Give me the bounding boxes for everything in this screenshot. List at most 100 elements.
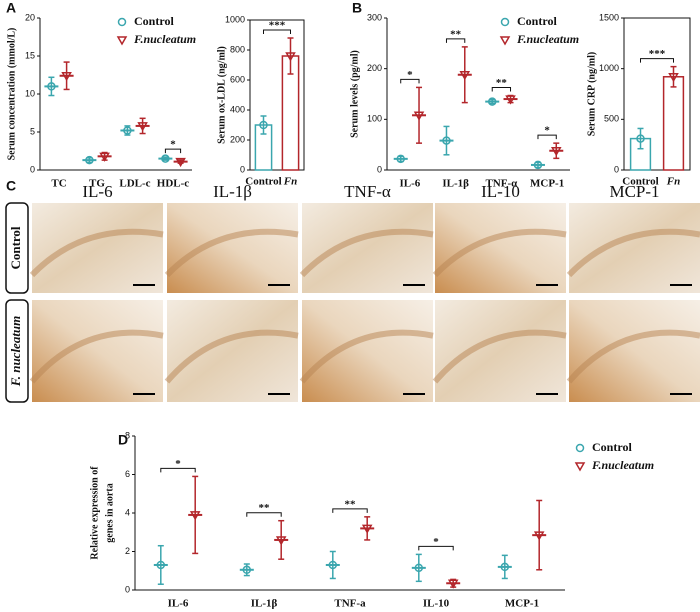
data-point-marker [242,565,252,575]
tissue-layer [164,329,299,384]
panel-letter: D [118,432,128,448]
tissue-layer [432,228,567,278]
y-tick-label: 0 [30,164,35,174]
y-tick-label: 2 [125,546,130,556]
legend-label: F.nucleatum [591,458,654,472]
data-point-marker [550,146,562,157]
significance-bracket [263,29,291,34]
y-tick-label: 600 [230,74,245,84]
data-point-marker [500,17,510,27]
tissue-layer [29,329,164,384]
data-point-marker [396,154,405,164]
legend-label: F.nucleatum [133,32,196,46]
significance-label: * [175,458,181,470]
x-tick-label: IL-10 [423,598,450,610]
x-tick-label: TNF-a [334,598,366,610]
y-tick-label: 100 [367,114,382,124]
data-point-marker [137,122,148,132]
x-tick-label: TNF-α [485,178,518,190]
significance-bracket [418,545,454,551]
significance-label: * [433,536,439,548]
y-axis-label: Serum CRP (ng/ml) [586,52,597,136]
y-tick-label: 15 [25,50,35,60]
chart: 0 200 400 600 800 1000 Serum ox-LDL (ng/ml) Con… [216,14,305,188]
row-label: Control [8,226,23,269]
significance-label: *** [269,20,286,32]
column-label: TNF-α [344,182,391,201]
y-axis-label: Serum concentration (mmol/L) [6,28,17,161]
y-tick-label: 4 [125,507,130,517]
data-point-marker [328,560,338,570]
x-tick-label: Fn [666,176,680,188]
y-tick-label: 1000 [225,14,245,24]
row-box [5,202,29,294]
data-point-marker [99,152,110,162]
x-tick-label: IL-1β [251,598,278,610]
significance-bracket [160,467,196,473]
data-point-marker [189,511,201,521]
data-point-marker [533,531,545,541]
y-tick-label: 0 [377,164,382,174]
data-point-marker [61,72,72,82]
y-tick-label: 200 [230,134,245,144]
panel-letter: A [6,0,16,16]
histology-image [32,203,163,293]
chart: 0 5 10 15 20 Serum concentration (mmol/L) TC TG… [6,12,196,189]
data-point-marker [574,462,586,472]
data-point-marker [499,36,511,46]
y-tick-label: 500 [604,114,619,124]
x-tick-label: IL-1β [442,178,469,190]
chart: 0 2 4 6 8 Relative expression of genes in aort… [89,430,654,609]
y-tick-label: 1500 [599,12,619,22]
x-tick-label: HDL-c [157,178,190,190]
significance-bracket [640,58,674,63]
tissue-layer [29,228,164,278]
data-point-marker [117,17,127,27]
data-point-marker [500,562,510,572]
histology-image [167,203,298,293]
row-box [5,299,29,403]
significance-label: *** [649,48,666,60]
data-point-marker [575,443,585,453]
data-point-marker [156,560,166,570]
data-point-marker [505,95,516,105]
x-tick-label: Control [245,176,281,188]
legend-label: F.nucleatum [516,32,579,46]
column-label: IL-6 [82,182,112,201]
y-axis-label: Relative expression of [89,466,100,560]
data-point-marker [668,73,679,83]
histology-image [302,300,433,402]
data-point-marker [285,52,296,62]
significance-label: ** [496,77,508,89]
significance-bracket [164,148,182,154]
y-tick-label: 6 [125,469,130,479]
x-tick-label: LDL-c [119,178,150,190]
data-point-marker [275,536,287,546]
histology-image [569,300,700,402]
tissue-layer [299,329,434,384]
data-point-marker [414,563,424,573]
histology-image [569,203,700,293]
row-label: F. nucleatum [8,316,23,388]
data-point-marker [447,579,459,589]
x-tick-label: Fn [283,176,297,188]
panel-letter: B [352,0,362,16]
legend-label: Control [592,440,632,454]
chart: 0 500 1000 1500 Serum CRP (ng/ml) Control Fn **… [586,12,691,188]
legend-label: Control [134,14,174,28]
y-tick-label: 0 [125,584,130,594]
significance-label: * [170,139,176,151]
plot-frame [623,17,691,171]
tissue-layer [566,228,700,278]
data-point-marker [175,157,186,168]
histology-image [32,300,163,402]
x-tick-label: MCP-1 [530,178,564,190]
column-label: IL-10 [481,182,520,201]
chart: 0 100 200 300 Serum levels (pg/ml) IL-6 * IL-1β… [349,12,579,189]
data-point-marker [442,136,451,145]
y-tick-label: 20 [25,12,35,22]
tissue-layer [164,228,299,278]
legend-label: Control [517,14,557,28]
data-point-marker [487,97,497,106]
